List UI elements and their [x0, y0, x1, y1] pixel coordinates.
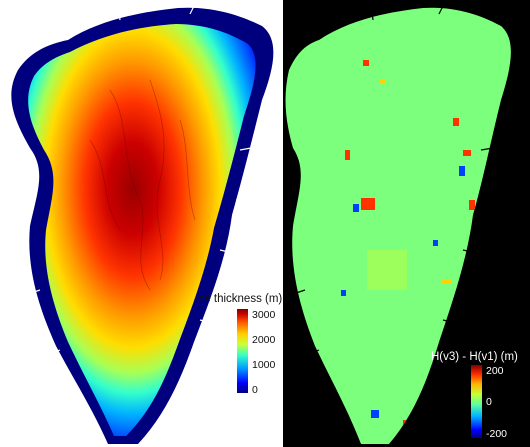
anomaly-patch — [313, 370, 319, 378]
fjords — [13, 1, 263, 399]
anomaly-patch — [469, 200, 475, 210]
ice-thickness-colorbar — [237, 309, 248, 393]
anomaly-patch — [433, 240, 438, 246]
difference-tick-label: 200 — [486, 365, 504, 377]
ice-thickness-map — [11, 1, 274, 444]
difference-colorbar-title: H(v3) - H(v1) (m) — [431, 351, 518, 363]
difference-colorbar — [471, 365, 482, 438]
anomaly-patch — [379, 80, 385, 84]
anomaly-patch — [463, 150, 471, 156]
ice-thickness-tick-label: 1000 — [252, 359, 276, 371]
ice-texture — [89, 79, 196, 291]
ice-thickness-tick-label: 0 — [252, 384, 258, 396]
ice-thickness-colorbar-title: ice thickness (m) — [196, 293, 283, 305]
difference-tick-label: -200 — [486, 428, 508, 440]
ice-thickness-map-panel: ice thickness (m) 3000 2000 1000 0 — [11, 1, 283, 444]
difference-tick-label: 0 — [486, 396, 492, 408]
ice-thickness-tick-label: 3000 — [252, 309, 276, 321]
anomaly-patch — [361, 198, 375, 210]
anomaly-patch — [403, 420, 409, 426]
anomaly-patch — [447, 330, 455, 334]
thickness-difference-map — [283, 1, 511, 444]
anomaly-patch — [363, 60, 369, 66]
anomaly-patch — [459, 166, 465, 176]
anomaly-patch — [345, 150, 350, 160]
anomaly-patch — [371, 410, 379, 418]
thickness-difference-map-panel: H(v3) - H(v1) (m) 200 0 -200 — [283, 0, 530, 447]
ice-thickness-tick-label: 2000 — [252, 334, 276, 346]
anomaly-patch — [341, 290, 346, 296]
anomaly-patch — [353, 204, 359, 212]
anomaly-patch — [441, 280, 451, 284]
anomaly-patch — [453, 118, 459, 126]
fjords — [283, 1, 506, 399]
grid-artifact-region — [367, 250, 407, 290]
